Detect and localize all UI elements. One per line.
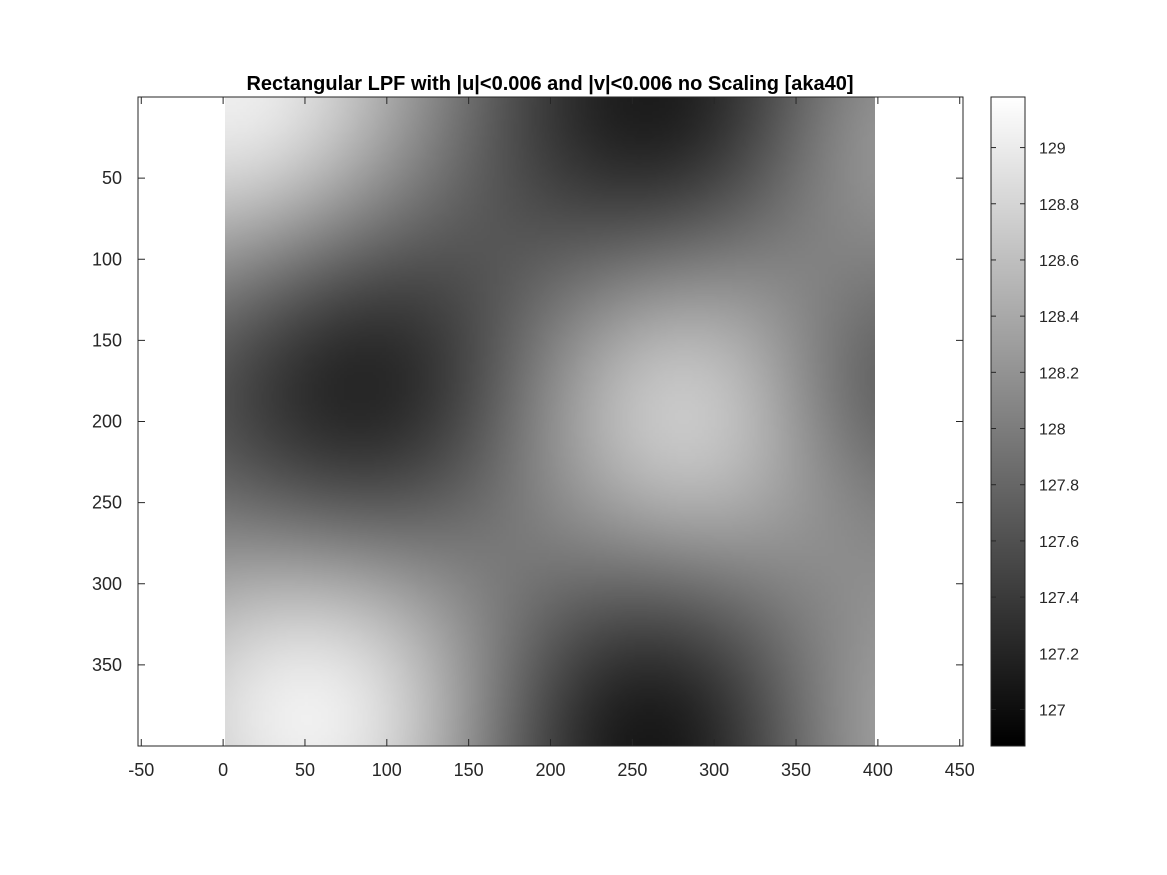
colorbar-box xyxy=(990,96,1026,747)
colorbar-tick-label: 128.8 xyxy=(1039,197,1079,214)
colorbar-tick-label: 127.4 xyxy=(1039,590,1079,607)
colorbar-tick-label: 129 xyxy=(1039,141,1066,158)
y-tick-label: 350 xyxy=(92,655,122,675)
colorbar-tick-label: 127 xyxy=(1039,702,1066,719)
x-tick-label: 200 xyxy=(535,760,565,780)
x-tick-label: 450 xyxy=(945,760,975,780)
x-tick-label: 300 xyxy=(699,760,729,780)
x-tick-label: 0 xyxy=(218,760,228,780)
colorbar-tick-label: 128.6 xyxy=(1039,253,1079,270)
x-tick-label: -50 xyxy=(128,760,154,780)
colorbar-tick-label: 127.8 xyxy=(1039,478,1079,495)
colorbar-gradient xyxy=(991,97,1025,746)
y-tick-label: 100 xyxy=(92,249,122,269)
y-tick-label: 150 xyxy=(92,330,122,350)
x-tick-label: 250 xyxy=(617,760,647,780)
y-tick-label: 300 xyxy=(92,574,122,594)
colorbar: 127 127.2 127.4 127.6 127.8 128 128.2 128.4 128.… xyxy=(990,96,1079,747)
colorbar-tick-label: 127.2 xyxy=(1039,646,1079,663)
x-tick-label: 350 xyxy=(781,760,811,780)
colorbar-tick-label: 128 xyxy=(1039,422,1066,439)
x-tick-label: 50 xyxy=(295,760,315,780)
y-tick-label: 50 xyxy=(102,168,122,188)
y-axis-ticks: 50 100 150 200 250 300 350 xyxy=(92,168,963,675)
colorbar-tick-label: 128.4 xyxy=(1039,309,1079,326)
colorbar-tick-label: 128.2 xyxy=(1039,365,1079,382)
x-axis-ticks: -50 0 50 100 150 200 250 300 350 400 450 xyxy=(128,97,975,780)
x-tick-label: 400 xyxy=(863,760,893,780)
heatmap-image xyxy=(225,97,875,746)
plot-area: -50 0 50 100 150 200 250 300 350 400 450 50 100 150 2… xyxy=(92,96,975,780)
chart-title: Rectangular LPF with |u|<0.006 and |v|<0… xyxy=(246,73,853,95)
colorbar-tick-label: 127.6 xyxy=(1039,534,1079,551)
x-tick-label: 100 xyxy=(372,760,402,780)
y-tick-label: 250 xyxy=(92,493,122,513)
y-tick-label: 200 xyxy=(92,412,122,432)
x-tick-label: 150 xyxy=(454,760,484,780)
colorbar-ticks: 127 127.2 127.4 127.6 127.8 128 128.2 128.4 128.… xyxy=(991,141,1079,719)
